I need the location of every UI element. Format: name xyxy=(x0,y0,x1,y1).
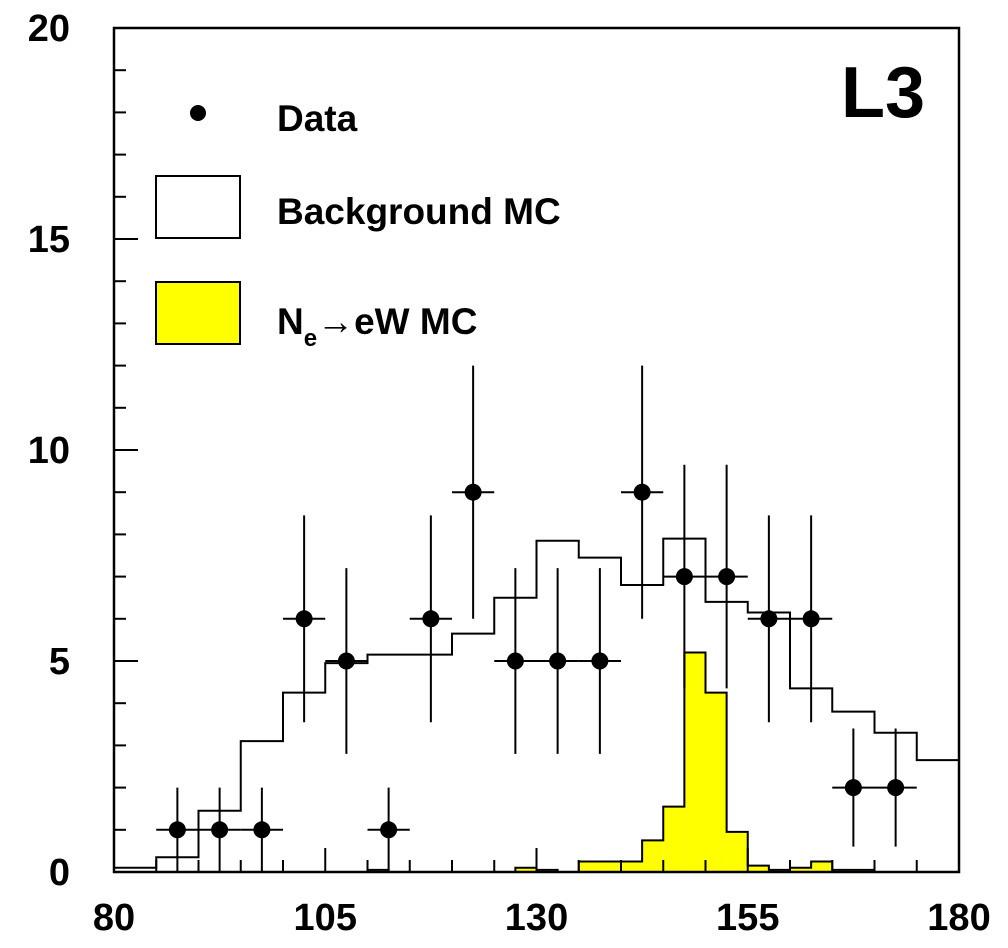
signal-bin xyxy=(515,867,537,872)
signal-bin xyxy=(726,831,748,872)
axis-ticks xyxy=(113,27,960,873)
data-marker xyxy=(337,652,355,670)
data-points-layer xyxy=(156,365,917,872)
data-point xyxy=(663,464,706,689)
legend-background-label: Background MC xyxy=(277,191,561,232)
signal-bin xyxy=(790,867,812,872)
background-step-line xyxy=(114,537,959,869)
data-point xyxy=(156,787,199,872)
data-point xyxy=(452,365,495,619)
y-tick-label: 10 xyxy=(28,430,70,472)
data-marker xyxy=(380,821,398,839)
data-marker xyxy=(802,610,820,628)
legend-data-label: Data xyxy=(277,98,358,139)
data-point xyxy=(536,568,579,754)
signal-bin xyxy=(578,861,600,872)
legend-signal-label: Ne→eW MC xyxy=(277,301,477,352)
legend-background-swatch xyxy=(155,175,241,239)
data-marker xyxy=(422,610,440,628)
y-tick-label: 15 xyxy=(28,219,70,261)
legend-data-marker xyxy=(190,105,206,121)
data-marker xyxy=(549,652,567,670)
data-point xyxy=(747,515,790,723)
data-point xyxy=(494,568,537,754)
data-marker xyxy=(760,610,778,628)
data-point xyxy=(578,568,621,754)
data-marker xyxy=(295,610,313,628)
data-marker xyxy=(887,779,905,797)
data-point xyxy=(283,515,326,723)
signal-bin xyxy=(705,692,727,872)
signal-bin xyxy=(599,861,621,872)
data-point xyxy=(409,515,452,723)
data-point xyxy=(367,787,410,872)
data-marker xyxy=(168,821,186,839)
x-tick-label: 80 xyxy=(93,897,135,939)
data-point xyxy=(790,515,833,723)
data-point xyxy=(198,787,241,872)
data-point xyxy=(832,728,875,847)
experiment-label: L3 xyxy=(841,53,925,133)
y-tick-label: 5 xyxy=(49,641,70,683)
legend-signal-label-subscript: e xyxy=(304,325,317,352)
data-marker xyxy=(633,483,651,501)
data-marker xyxy=(675,568,693,586)
legend-signal-label-rest: →eW MC xyxy=(317,301,477,342)
y-tick-label: 0 xyxy=(49,852,70,894)
data-marker xyxy=(211,821,229,839)
background-mc-layer xyxy=(114,537,959,869)
data-point xyxy=(621,365,664,619)
y-tick-labels: 0 5 10 15 20 xyxy=(28,8,70,894)
x-tick-label: 180 xyxy=(927,897,990,939)
signal-bin xyxy=(747,865,769,872)
legend-signal-label-main: N xyxy=(277,301,304,342)
y-tick-label: 20 xyxy=(28,8,70,50)
data-point xyxy=(705,464,748,689)
x-tick-labels: 80 105 130 155 180 xyxy=(93,897,991,939)
signal-bin xyxy=(684,652,706,872)
x-tick-label: 105 xyxy=(294,897,357,939)
legend-signal-swatch xyxy=(155,281,241,345)
x-tick-label: 155 xyxy=(716,897,779,939)
data-marker xyxy=(591,652,609,670)
data-marker xyxy=(844,779,862,797)
data-marker xyxy=(253,821,271,839)
data-point xyxy=(325,568,368,754)
data-marker xyxy=(506,652,524,670)
data-point xyxy=(874,728,917,847)
signal-bin xyxy=(642,840,664,872)
x-tick-label: 130 xyxy=(505,897,568,939)
signal-bin xyxy=(811,861,833,872)
data-marker xyxy=(464,483,482,501)
signal-bin xyxy=(621,861,643,872)
data-point xyxy=(240,787,283,872)
legend: Data Background MC Ne→eW MC xyxy=(155,98,561,352)
signal-bin xyxy=(663,806,685,872)
data-marker xyxy=(718,568,736,586)
